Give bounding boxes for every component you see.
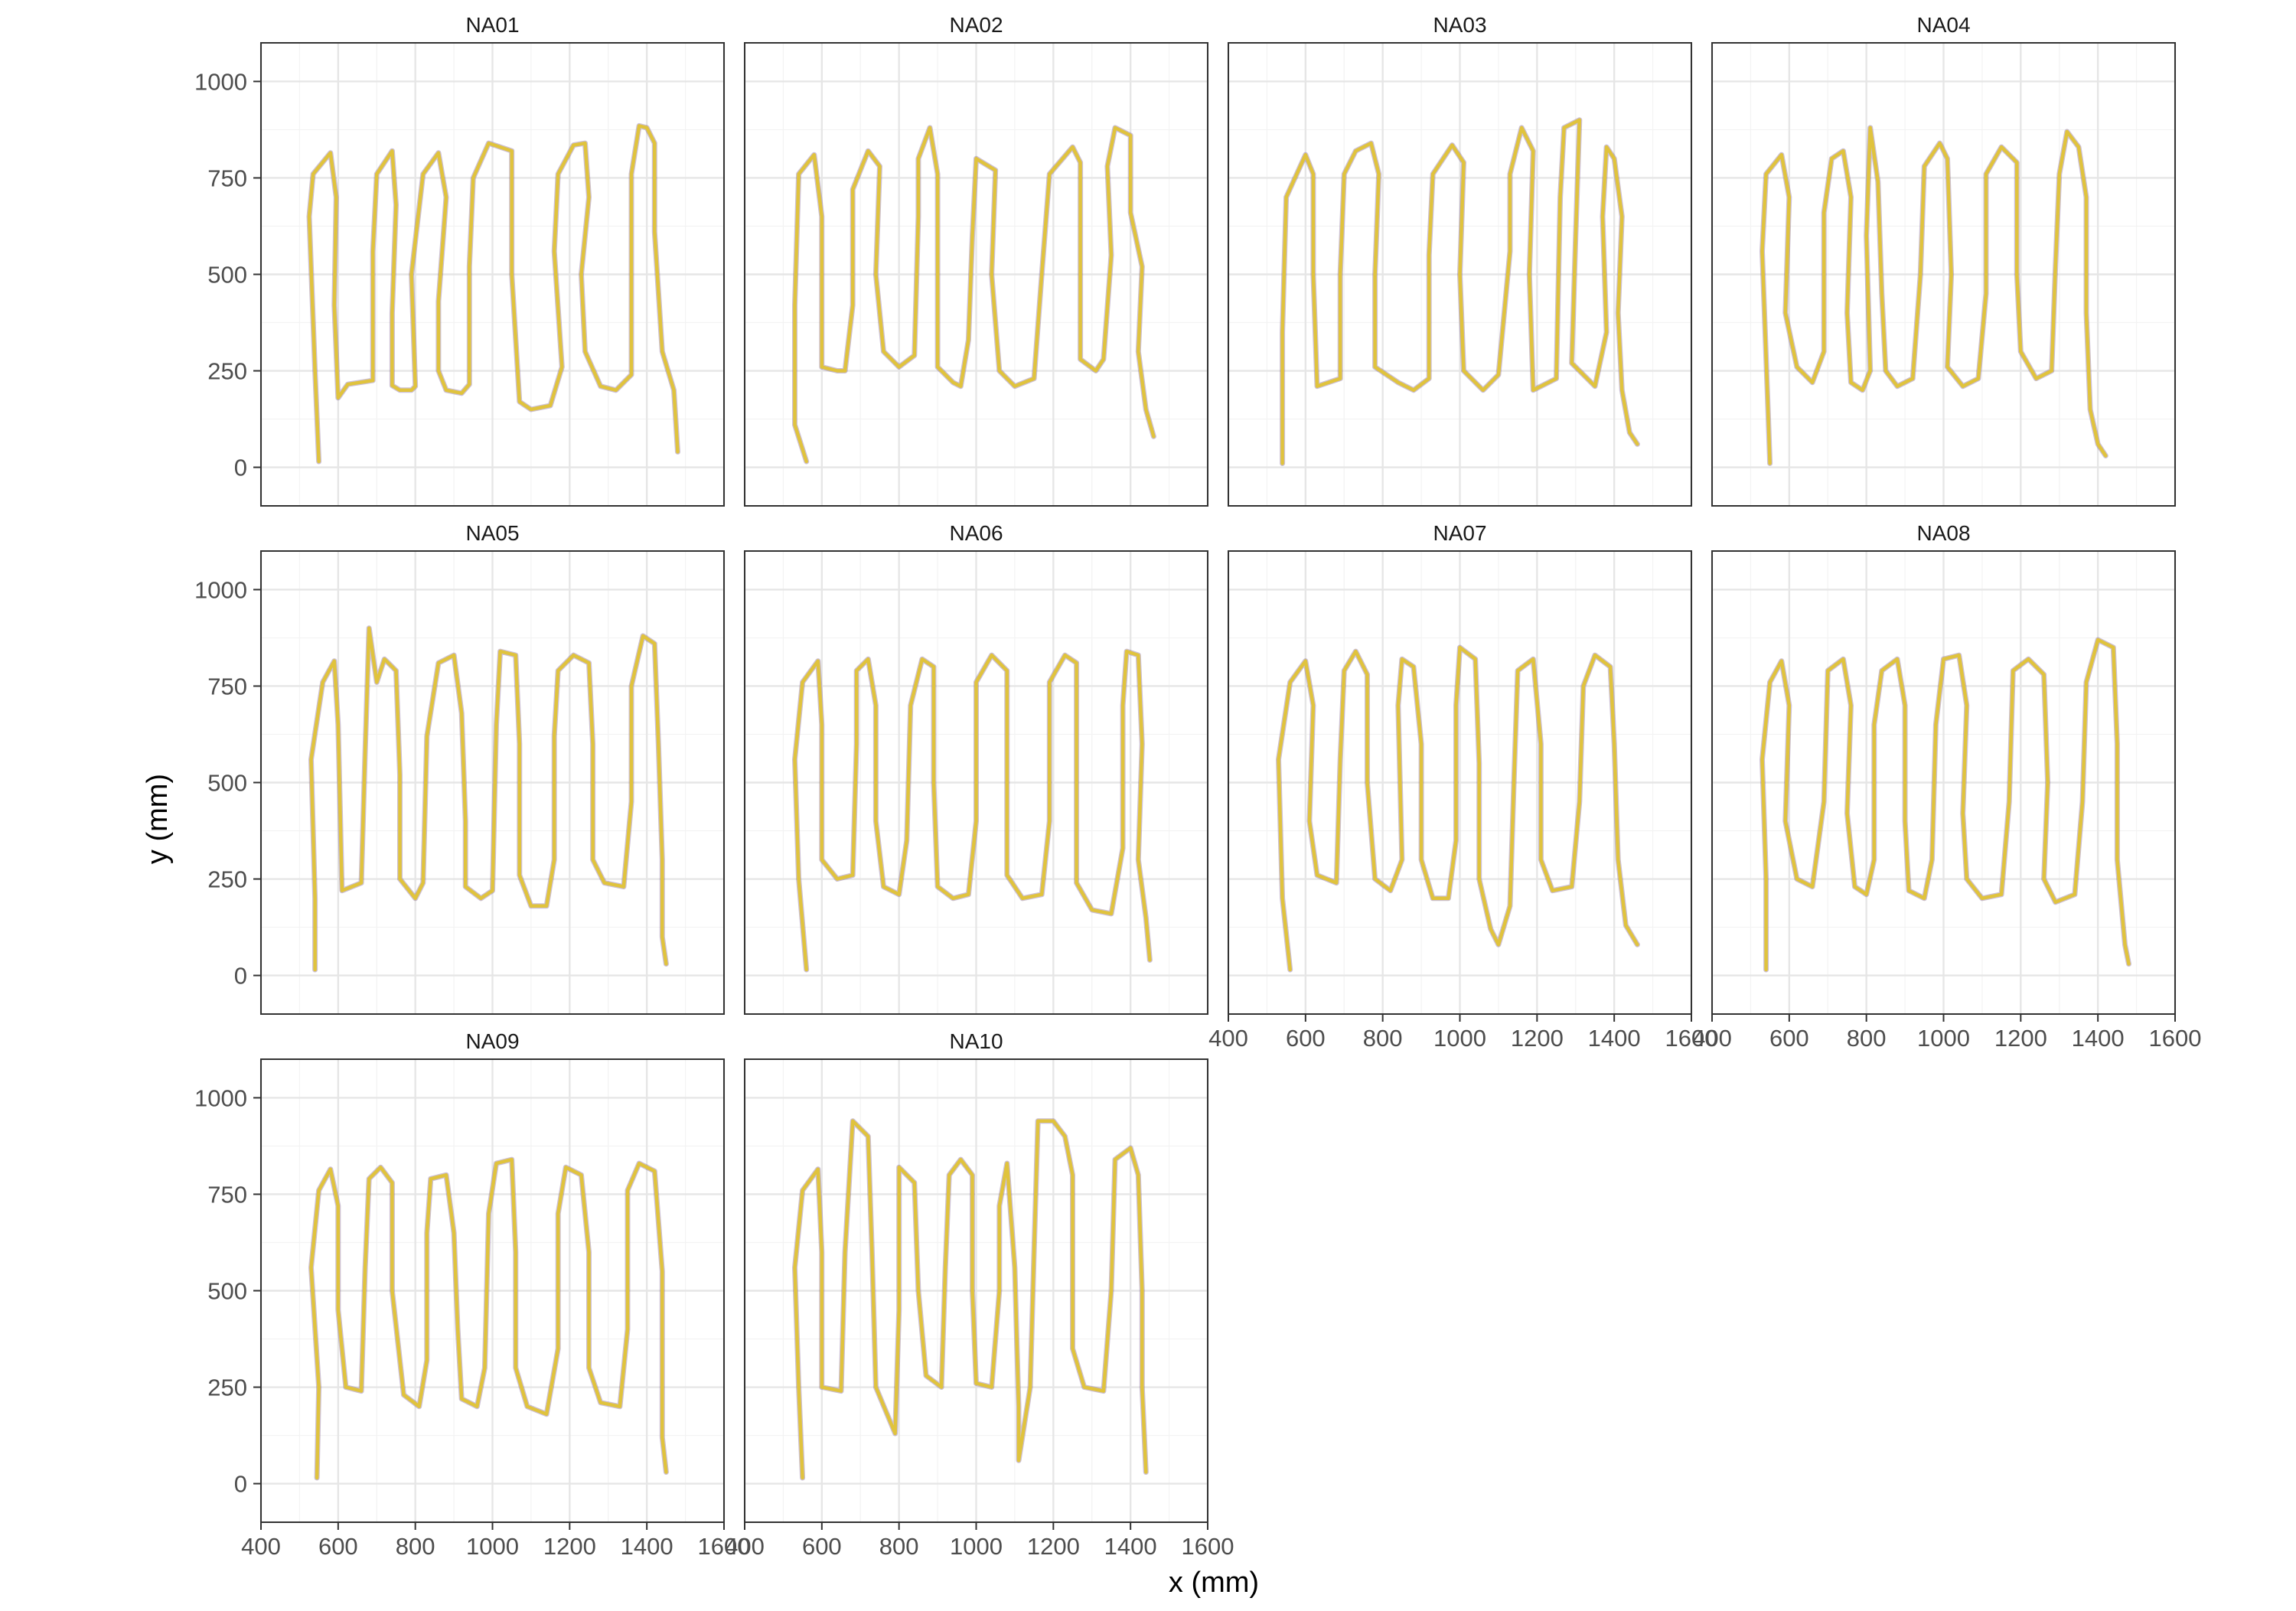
x-tick-label: 400 xyxy=(1208,1025,1248,1052)
trajectory-line-na05 xyxy=(309,626,668,972)
y-tick-label: 0 xyxy=(234,963,247,990)
facet-panel-na03: NA03 xyxy=(1227,13,1693,507)
x-tick-label: 400 xyxy=(1692,1025,1732,1052)
x-tick-label: 400 xyxy=(725,1533,765,1560)
y-tick-label: 1000 xyxy=(194,576,247,603)
trajectory-line-na04 xyxy=(1760,126,2108,465)
x-tick-label: 1600 xyxy=(698,1533,751,1560)
facet-panel-na06: NA06 xyxy=(743,521,1209,1015)
facet-panel-na08: NA08 400 600 800 1000 1200 1400 1600 xyxy=(1692,521,2201,1052)
x-tick-label: 800 xyxy=(396,1533,435,1560)
y-tick-label: 1000 xyxy=(194,68,247,95)
facet-panel-na07: NA07 400 600 800 1000 1200 1400 1600 xyxy=(1208,521,1717,1052)
x-tick-label: 1000 xyxy=(466,1533,519,1560)
x-tick-label: 1400 xyxy=(2072,1025,2125,1052)
x-tick-label: 1200 xyxy=(1511,1025,1564,1052)
y-tick-label: 500 xyxy=(207,1278,247,1305)
facet-label: NA10 xyxy=(949,1029,1003,1053)
x-tick-label: 1600 xyxy=(2149,1025,2202,1052)
panel-border xyxy=(1228,42,1692,507)
panel-border xyxy=(1711,42,2176,507)
y-tick-label: 500 xyxy=(207,770,247,797)
x-tick-label: 800 xyxy=(1847,1025,1887,1052)
trajectory-line-na09 xyxy=(309,1157,668,1480)
facet-panel-na10: NA10 400 600 800 1000 1200 1400 1600 xyxy=(725,1029,1234,1560)
facet-panel-na02: NA02 xyxy=(743,13,1209,507)
x-tick-label: 1200 xyxy=(1994,1025,2047,1052)
y-tick-label: 250 xyxy=(207,358,247,385)
trajectory-line-na06 xyxy=(793,649,1152,972)
y-tick-label: 0 xyxy=(234,1471,247,1498)
x-tick-label: 600 xyxy=(318,1533,358,1560)
x-tick-label: 600 xyxy=(1286,1025,1326,1052)
facet-label: NA09 xyxy=(465,1029,519,1053)
y-tick-label: 1000 xyxy=(194,1084,247,1111)
x-tick-label: 1200 xyxy=(1027,1533,1080,1560)
trajectory-line-na08 xyxy=(1760,638,2131,972)
facet-panel-na09: NA09 0 250 500 750 1000 400 600 800 1000 1200 1400 1… xyxy=(194,1029,750,1560)
y-tick-label: 500 xyxy=(207,262,247,289)
facet-label: NA05 xyxy=(465,521,519,545)
trajectory-line-na07 xyxy=(1277,645,1639,972)
x-tick-label: 600 xyxy=(1769,1025,1809,1052)
facet-panel-na05: NA05 0 250 500 750 1000 xyxy=(194,521,726,1015)
facet-label: NA04 xyxy=(1916,13,1970,37)
x-tick-label: 1400 xyxy=(1588,1025,1641,1052)
trajectory-line-na02 xyxy=(793,126,1156,464)
facet-panel-na01: NA01 0 250 500 750 1000 xyxy=(194,13,726,507)
y-tick-label: 750 xyxy=(207,673,247,700)
x-tick-label: 1400 xyxy=(621,1533,673,1560)
facet-label: NA02 xyxy=(949,13,1003,37)
x-tick-label: 1600 xyxy=(1665,1025,1718,1052)
x-tick-label: 600 xyxy=(802,1533,842,1560)
y-axis-label: y (mm) xyxy=(142,774,174,864)
x-tick-label: 800 xyxy=(1363,1025,1403,1052)
panel-border xyxy=(744,42,1208,507)
panels-layer: NA01 0 250 500 750 1000 NA02 NA03 NA04 NA05 0 250 50… xyxy=(194,13,2201,1560)
trajectory-line-na03 xyxy=(1280,118,1639,465)
y-tick-label: 250 xyxy=(207,866,247,893)
x-tick-label: 1600 xyxy=(1182,1533,1234,1560)
y-tick-label: 0 xyxy=(234,455,247,481)
trajectory-line-na01 xyxy=(307,124,680,464)
trajectory-line-na10 xyxy=(793,1119,1148,1480)
facet-label: NA03 xyxy=(1433,13,1486,37)
x-tick-label: 1200 xyxy=(543,1533,596,1560)
facet-label: NA07 xyxy=(1433,521,1486,545)
x-axis-label: x (mm) xyxy=(1169,1567,1259,1599)
x-tick-label: 1400 xyxy=(1104,1533,1157,1560)
facet-panel-na04: NA04 xyxy=(1711,13,2177,507)
y-tick-label: 750 xyxy=(207,165,247,191)
facet-label: NA06 xyxy=(949,521,1003,545)
x-tick-label: 800 xyxy=(879,1533,919,1560)
panel-border xyxy=(744,550,1208,1015)
y-tick-label: 750 xyxy=(207,1181,247,1208)
facet-label: NA08 xyxy=(1916,521,1970,545)
x-tick-label: 400 xyxy=(241,1533,281,1560)
facet-label: NA01 xyxy=(465,13,519,37)
x-tick-label: 1000 xyxy=(950,1533,1003,1560)
x-tick-label: 1000 xyxy=(1917,1025,1970,1052)
y-tick-label: 250 xyxy=(207,1375,247,1401)
x-tick-label: 1000 xyxy=(1433,1025,1486,1052)
